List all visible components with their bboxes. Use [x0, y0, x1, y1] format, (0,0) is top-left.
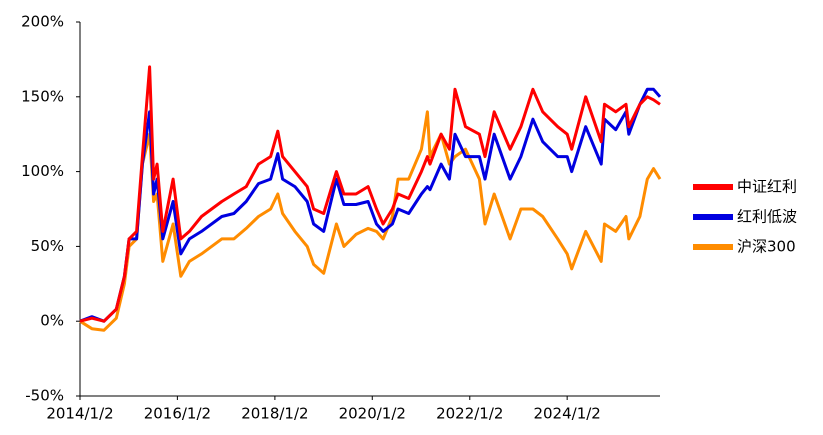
x-tick-label: 2020/1/2 — [339, 405, 406, 423]
y-tick-label: 50% — [31, 237, 64, 255]
y-tick-label: 150% — [21, 87, 64, 105]
legend-label: 沪深300 — [737, 238, 796, 256]
x-tick-label: 2014/1/2 — [46, 405, 113, 423]
x-tick-label: 2024/1/2 — [533, 405, 600, 423]
legend-label: 红利低波 — [737, 208, 797, 226]
x-tick-label: 2018/1/2 — [241, 405, 308, 423]
y-tick-label: 0% — [40, 312, 64, 330]
legend-label: 中证红利 — [737, 178, 797, 196]
y-tick-label: -50% — [25, 387, 64, 405]
series-line — [79, 65, 661, 323]
x-tick-label: 2022/1/2 — [436, 405, 503, 423]
y-tick-label: 100% — [21, 162, 64, 180]
y-tick-label: 200% — [21, 13, 64, 31]
series-line — [79, 110, 662, 332]
x-tick-label: 2016/1/2 — [144, 405, 211, 423]
